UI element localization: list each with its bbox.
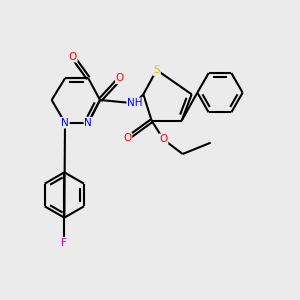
Text: O: O [116, 73, 124, 83]
Text: N: N [61, 118, 69, 128]
Text: O: O [159, 134, 167, 144]
Text: F: F [61, 238, 67, 248]
Text: O: O [68, 52, 77, 62]
Text: O: O [123, 133, 131, 143]
Text: N: N [85, 118, 92, 128]
Text: S: S [153, 65, 160, 75]
Text: NH: NH [127, 98, 143, 108]
